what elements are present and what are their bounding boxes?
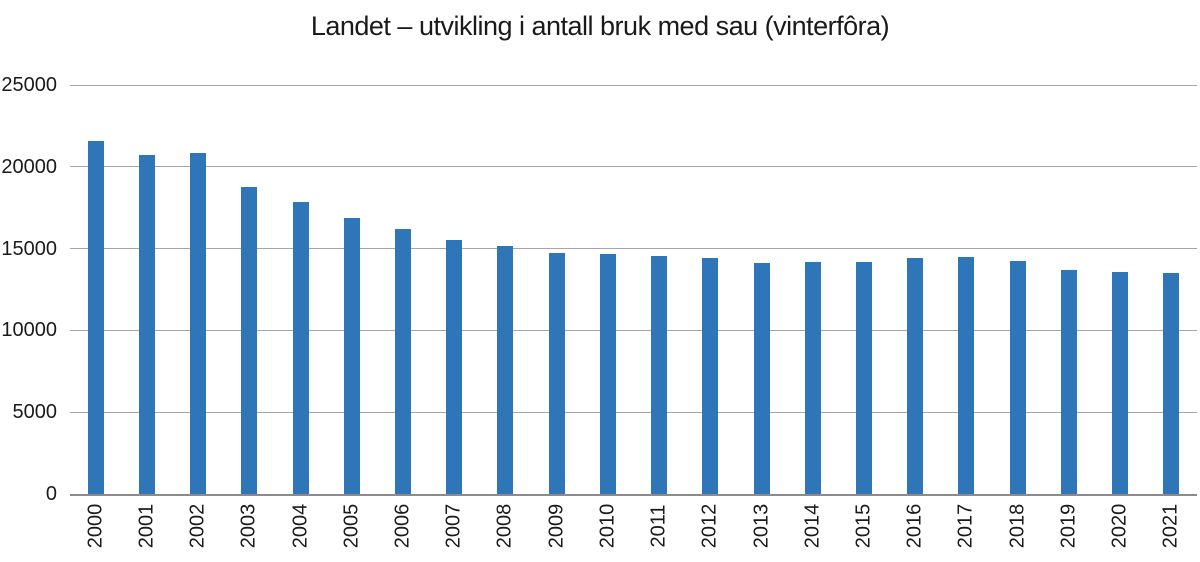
x-axis-tick-label: 2014 bbox=[801, 503, 824, 549]
gridline bbox=[70, 248, 1197, 250]
x-axis-tick-label: 2013 bbox=[750, 503, 773, 549]
x-axis-tick-label: 2019 bbox=[1057, 503, 1080, 549]
x-axis-tick-label: 2004 bbox=[289, 503, 312, 549]
gridline bbox=[70, 411, 1197, 413]
x-axis-tick-label: 2000 bbox=[84, 503, 107, 549]
bar bbox=[446, 240, 463, 494]
bar bbox=[548, 252, 565, 494]
bar bbox=[394, 228, 411, 494]
bar bbox=[804, 261, 821, 494]
x-axis-tick-label: 2002 bbox=[186, 503, 209, 549]
bar bbox=[292, 201, 309, 494]
bar bbox=[497, 246, 514, 494]
bar bbox=[1112, 272, 1129, 494]
bar bbox=[753, 263, 770, 494]
bar bbox=[87, 141, 104, 494]
bar bbox=[651, 255, 668, 494]
x-axis-tick-label: 2006 bbox=[391, 503, 414, 549]
bar bbox=[138, 154, 155, 494]
bar bbox=[702, 258, 719, 494]
bar bbox=[1060, 269, 1077, 494]
bar bbox=[599, 253, 616, 494]
y-axis-tick-label: 0 bbox=[45, 483, 57, 505]
x-axis-tick-label: 2018 bbox=[1006, 503, 1029, 549]
x-axis-tick-label: 2009 bbox=[545, 503, 568, 549]
x-axis-tick-label: 2015 bbox=[852, 503, 875, 549]
x-axis-tick-label: 2010 bbox=[596, 503, 619, 549]
x-axis-tick-label: 2017 bbox=[954, 503, 977, 549]
y-axis-tick-label: 20000 bbox=[1, 155, 57, 178]
chart-title: Landet – utvikling i antall bruk med sau… bbox=[310, 11, 890, 41]
x-axis-tick-label: 2008 bbox=[493, 503, 516, 549]
gridline bbox=[70, 166, 1197, 168]
bar bbox=[907, 258, 924, 494]
x-axis-tick-label: 2020 bbox=[1108, 503, 1131, 549]
bar bbox=[856, 261, 873, 494]
bar bbox=[1163, 273, 1180, 494]
x-axis-tick-label: 2007 bbox=[442, 503, 465, 549]
x-axis-tick-label: 2016 bbox=[903, 503, 926, 549]
y-axis-tick-label: 5000 bbox=[12, 401, 58, 424]
x-axis-tick-label: 2005 bbox=[340, 503, 363, 549]
y-axis-tick-label: 10000 bbox=[1, 319, 57, 342]
x-axis-tick-label: 2012 bbox=[698, 503, 721, 549]
gridline bbox=[70, 84, 1197, 86]
y-axis-tick-label: 25000 bbox=[1, 74, 57, 96]
bar bbox=[241, 187, 258, 494]
gridline bbox=[70, 329, 1197, 331]
y-axis-tick-label: 15000 bbox=[1, 237, 57, 260]
x-axis-tick-label: 2021 bbox=[1159, 503, 1182, 549]
bar bbox=[1009, 260, 1026, 494]
bar bbox=[958, 256, 975, 494]
x-axis-tick-label: 2003 bbox=[237, 503, 260, 549]
bar bbox=[190, 152, 207, 494]
x-axis-tick-label: 2001 bbox=[135, 503, 158, 549]
bar bbox=[343, 217, 360, 494]
plot-area bbox=[70, 84, 1197, 496]
x-axis-tick-label: 2011 bbox=[647, 504, 670, 548]
